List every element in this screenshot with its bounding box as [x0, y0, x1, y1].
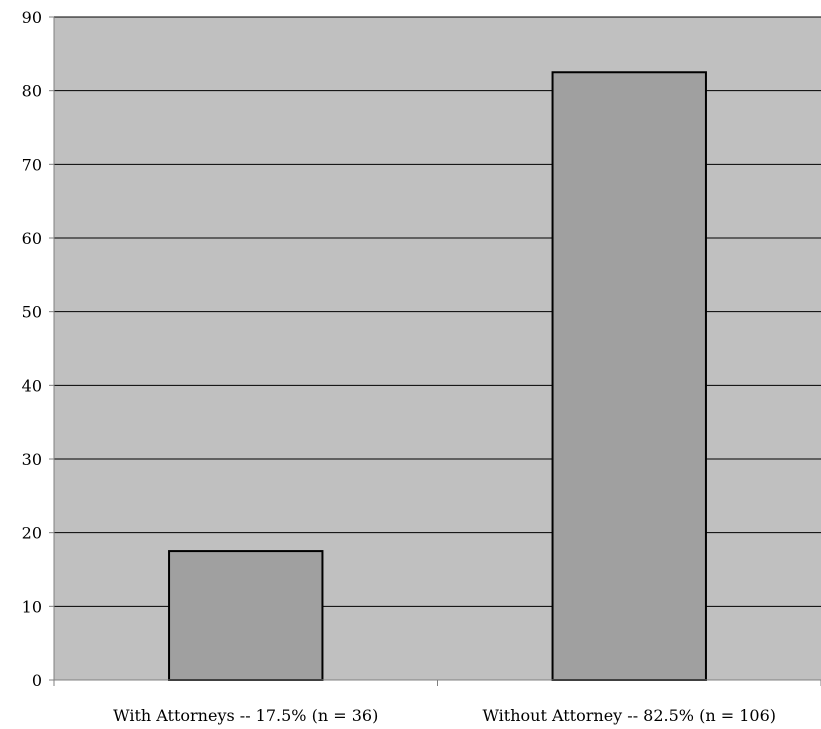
bar-2: [551, 71, 707, 681]
y-tick-label-50: 50: [22, 303, 42, 322]
y-tick-label-10: 10: [22, 597, 42, 616]
labels: 0 10 20 30 40 50 60 70 80 90 With Attorneys -- 17.…: [22, 8, 776, 725]
y-tick-label-30: 30: [22, 450, 42, 469]
x-category-label-2: Without Attorney -- 82.5% (n = 106): [483, 706, 777, 725]
x-category-label-1: With Attorneys -- 17.5% (n = 36): [113, 706, 378, 725]
y-tick-label-60: 60: [22, 229, 42, 248]
y-tick-label-20: 20: [22, 524, 42, 543]
bar-1: [168, 550, 324, 681]
axes: [49, 16, 821, 686]
y-tick-label-40: 40: [22, 376, 42, 395]
y-tick-label-90: 90: [22, 8, 42, 27]
y-tick-label-0: 0: [32, 671, 42, 690]
y-tick-label-80: 80: [22, 82, 42, 101]
y-tick-label-70: 70: [22, 155, 42, 174]
bars: [168, 71, 707, 681]
